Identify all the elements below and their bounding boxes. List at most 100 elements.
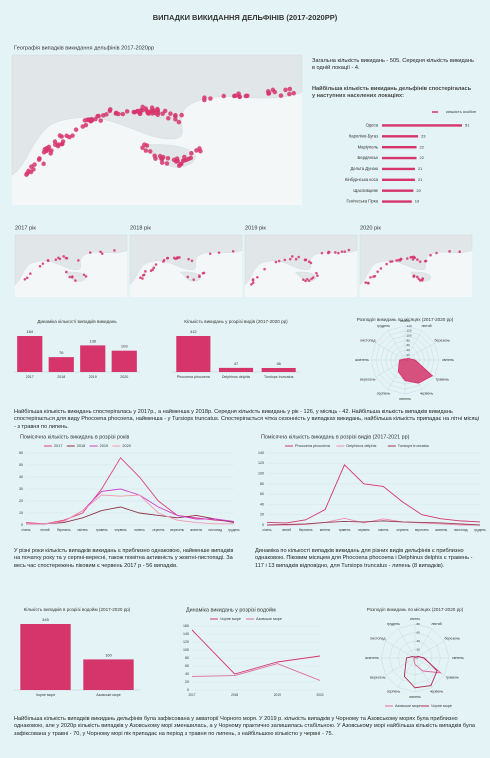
x-tick-label: Чорне море (36, 693, 56, 697)
map-point (303, 258, 307, 262)
y-tick-label: 20 (260, 513, 264, 517)
map-point (168, 111, 173, 116)
x-tick-label: листопад (208, 528, 222, 532)
category-label: грудень (387, 622, 400, 626)
map-point (38, 264, 42, 268)
map-point (41, 262, 45, 265)
map-point (165, 156, 171, 161)
x-tick-label: Азовське море (96, 693, 121, 697)
value-label: 51 (465, 123, 470, 128)
x-tick-label: 2020 (120, 375, 128, 379)
map-point (173, 117, 178, 122)
value-label: 19 (415, 199, 420, 204)
legend-label: кількість особин (446, 109, 476, 114)
map-point (23, 277, 27, 281)
legend-label: Азовське море (256, 617, 282, 621)
map-point (309, 261, 313, 265)
map-point (418, 260, 422, 263)
y-tick-label: 140 (183, 632, 189, 636)
x-tick-label: травень (96, 528, 108, 532)
series-line (25, 457, 235, 525)
map-point (188, 155, 194, 161)
spoke (397, 657, 416, 688)
category-label: квітень (452, 656, 464, 660)
category-label: жовтень (365, 656, 379, 660)
map-point (52, 139, 58, 144)
series-line (266, 464, 481, 524)
bar (382, 167, 415, 171)
map-point (294, 257, 298, 261)
map-point (379, 267, 383, 270)
map-point (411, 258, 415, 261)
map-point (424, 259, 428, 263)
map-point (86, 117, 91, 122)
x-tick-label: 2017 (188, 693, 195, 697)
map-point (95, 113, 100, 119)
category-label: листопад (370, 636, 386, 640)
map-point (166, 115, 171, 121)
map-point (366, 281, 370, 285)
x-tick-label: грудень (474, 528, 486, 532)
map-point (409, 256, 413, 259)
value-label: 21 (418, 166, 423, 171)
chart-title: Динаміка кількості випадків викидань (37, 319, 117, 324)
x-tick-label: квітень (320, 528, 331, 532)
map-land (179, 271, 201, 282)
map-point (265, 89, 271, 94)
map-point (364, 281, 368, 284)
map-point (113, 110, 119, 116)
category-label: Кароліно-Бугаз (349, 133, 378, 138)
bar (261, 367, 296, 372)
map-point (416, 258, 419, 261)
map-point (165, 256, 169, 260)
value-label: 20 (416, 188, 421, 193)
map-point (124, 109, 130, 114)
x-tick-label: жовтень (435, 528, 447, 532)
map-point (141, 277, 144, 280)
map-point (251, 281, 255, 285)
map-point (65, 270, 68, 274)
map-point (46, 259, 50, 262)
map-point (147, 149, 153, 154)
r-tick-label: 40 (417, 639, 421, 643)
x-tick-label: Delphinus delphis (222, 375, 251, 379)
map-point (145, 110, 151, 116)
map-point (176, 119, 182, 125)
map-point (208, 96, 213, 101)
map-point (176, 163, 182, 169)
map-point (29, 272, 32, 275)
year-label: 2020 рік (360, 225, 381, 231)
map-point (420, 278, 424, 282)
r-tick-label: 0 (417, 656, 419, 660)
x-tick-label: 2018 (57, 375, 65, 379)
map-point (202, 97, 207, 103)
legend-label: Phocoena phocoena (295, 444, 331, 448)
map-point (189, 151, 194, 156)
legend-label: 2018 (77, 444, 85, 448)
map-point (149, 105, 155, 110)
map-point (291, 255, 294, 258)
map-point (283, 87, 288, 93)
bar (382, 189, 414, 192)
r-tick-label: 60 (407, 343, 411, 347)
map-point (418, 279, 422, 282)
map-land (129, 234, 243, 285)
legend-label: 2019 (100, 444, 108, 448)
map-point (334, 251, 337, 254)
category-label: Дельта Дунаю (351, 166, 379, 171)
map-point (390, 260, 394, 263)
map-land (409, 271, 431, 282)
map-point (297, 255, 300, 259)
map-point (372, 275, 375, 278)
x-tick-label: лютий (40, 528, 49, 532)
map-point (46, 144, 52, 150)
chart-title: Кількість викидань у розрізі видів (2017… (184, 319, 288, 324)
value-label: 109 (121, 344, 128, 349)
bar (111, 350, 137, 372)
map-point (256, 275, 259, 279)
x-tick-label: серпень (397, 528, 409, 532)
map-point (138, 108, 144, 113)
paragraph: Найбільша кількість випадків викидань де… (14, 716, 476, 737)
legend-label: 2020 (122, 444, 130, 448)
